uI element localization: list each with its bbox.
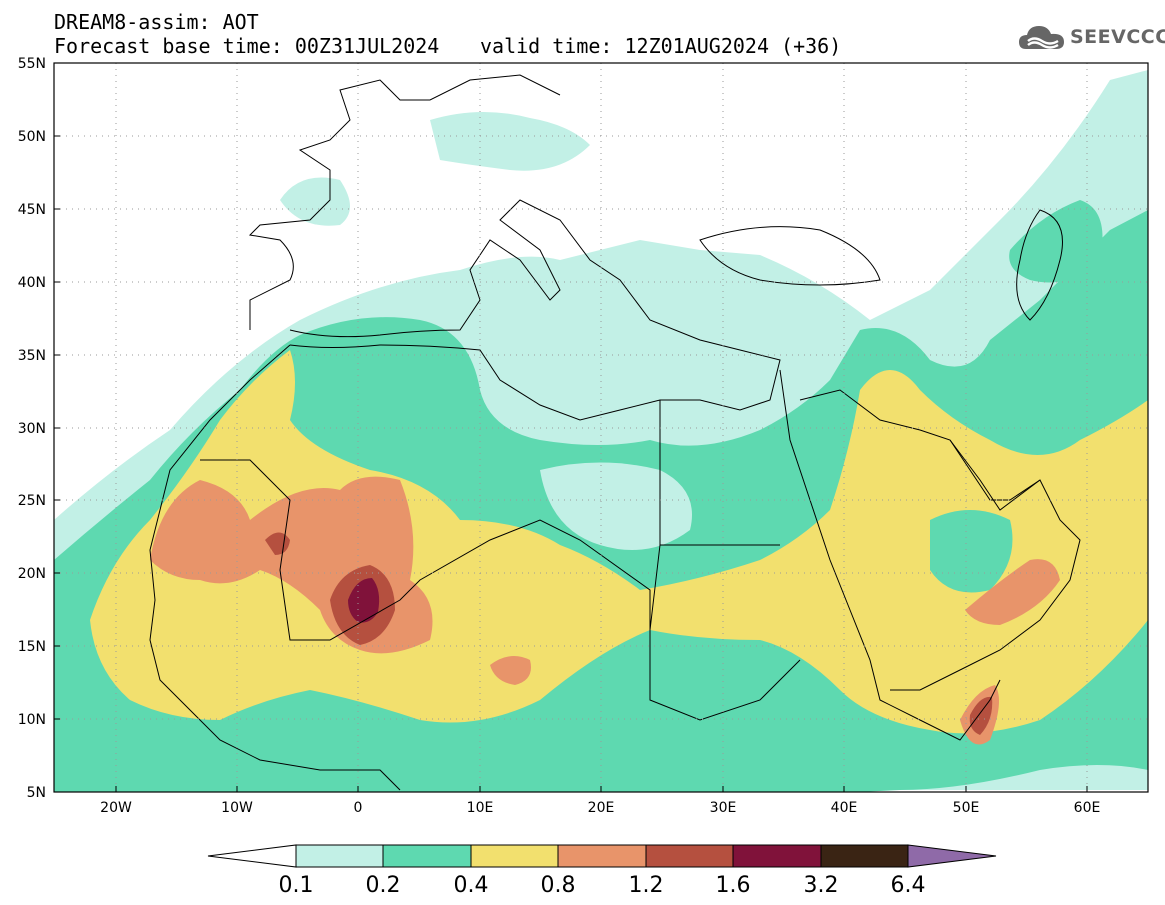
lon-label-10w: 10W (221, 800, 253, 816)
aot-band-0-2-cloud-gap (540, 462, 692, 550)
colorbar (207, 844, 997, 868)
seevccc-logo: SEEVCCC (1018, 22, 1165, 52)
colorbar-extend-low (207, 844, 297, 868)
aot-band-0-8-east (965, 559, 1060, 625)
lat-label-30n: 30N (18, 421, 46, 437)
lat-label-15n: 15N (18, 639, 46, 655)
aot-band-1-2-somalia (969, 696, 993, 735)
lat-label-10n: 10N (18, 712, 46, 728)
colorbar-swatch-3 (470, 844, 559, 868)
coast-black-sea (699, 226, 881, 286)
coast-africa-west (149, 344, 401, 791)
aot-band-1-6 (348, 578, 380, 623)
forecast-base-time: Forecast base time: 00Z31JUL2024 (54, 34, 440, 58)
lon-label-30e: 30E (710, 800, 737, 816)
colorbar-label-3-2: 3.2 (804, 873, 839, 898)
border-sudan (649, 630, 801, 721)
colorbar-label-0-8: 0.8 (541, 873, 576, 898)
colorbar-label-1-2: 1.2 (629, 873, 664, 898)
colorbar-label-0-2: 0.2 (366, 873, 401, 898)
lat-label-40n: 40N (18, 275, 46, 291)
coast-europe-west (248, 74, 561, 330)
colorbar-swatch-7 (820, 844, 909, 868)
lon-label-60e: 60E (1074, 800, 1101, 816)
valid-time: valid time: 12Z01AUG2024 (+36) (480, 34, 842, 58)
border-saharan (200, 459, 780, 641)
colorbar-labels: 0.1 0.2 0.4 0.8 1.2 1.6 3.2 6.4 (279, 873, 926, 898)
colorbar-swatch-1 (295, 844, 384, 868)
aot-band-0-1-europe (430, 111, 590, 171)
aot-band-0-8-sudan (490, 656, 531, 685)
coast-red-sea (779, 369, 1001, 741)
colorbar-extend-high (907, 844, 997, 868)
lat-label-20n: 20N (18, 566, 46, 582)
coastlines (149, 74, 1081, 791)
lon-label-0: 0 (354, 800, 363, 816)
colorbar-swatch-5 (645, 844, 734, 868)
lon-label-20w: 20W (100, 800, 132, 816)
lon-labels: 20W 10W 0 10E 20E 30E 40E 50E 60E (100, 800, 1100, 816)
colorbar-label-0-1: 0.1 (279, 873, 314, 898)
lat-label-55n: 55N (18, 56, 46, 72)
lat-label-45n: 45N (18, 202, 46, 218)
aot-band-0-1-france (280, 177, 350, 226)
aot-band-0-2-caspian (1009, 200, 1103, 283)
lat-label-35n: 35N (18, 348, 46, 364)
colorbar-swatch-4 (557, 844, 647, 868)
colorbar-label-6-4: 6.4 (891, 873, 926, 898)
colorbar-label-1-6: 1.6 (716, 873, 751, 898)
lon-label-40e: 40E (831, 800, 858, 816)
coast-caspian (1016, 209, 1063, 321)
axis-ticks (54, 62, 1088, 793)
cloud-icon (1019, 26, 1064, 49)
coast-mediterranean (289, 199, 781, 421)
aot-band-0-4-gulf (930, 510, 1013, 593)
colorbar-swatch-2 (382, 844, 472, 868)
aot-band-1-2-b (265, 532, 290, 555)
lat-label-50n: 50N (18, 129, 46, 145)
graticule (54, 63, 1148, 792)
lon-label-10e: 10E (467, 800, 494, 816)
lon-label-20e: 20E (588, 800, 615, 816)
lat-label-5n: 5N (27, 785, 46, 801)
colorbar-label-0-4: 0.4 (454, 873, 489, 898)
lon-label-50e: 50E (953, 800, 980, 816)
map-title: DREAM8-assim: AOT (54, 10, 259, 34)
lat-labels: 55N 50N 45N 40N 35N 30N 25N 20N 15N 10N … (18, 56, 46, 801)
lat-label-25n: 25N (18, 493, 46, 509)
colorbar-swatch-6 (732, 844, 822, 868)
logo-text: SEEVCCC (1070, 26, 1165, 48)
